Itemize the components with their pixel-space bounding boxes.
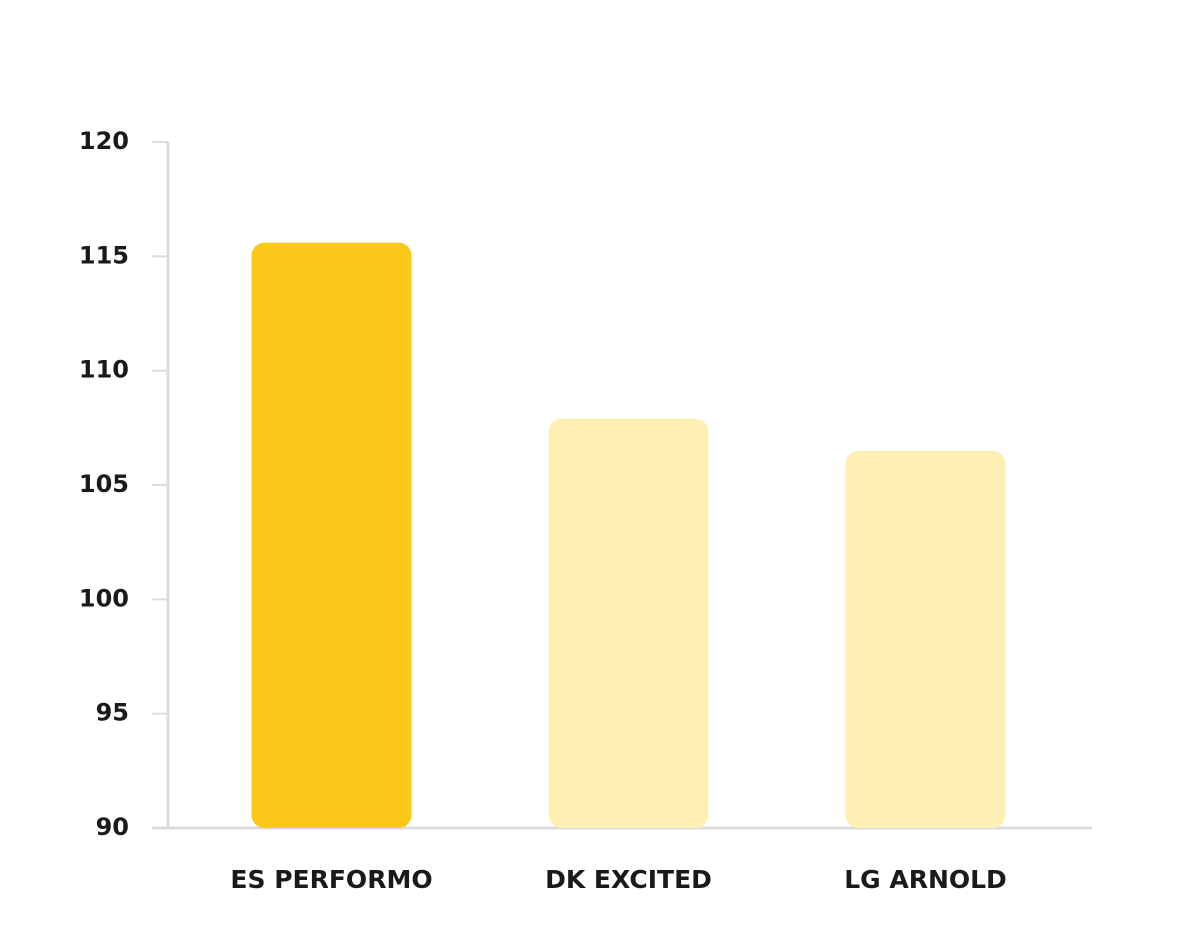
- y-tick-label: 90: [96, 813, 129, 841]
- bar: [251, 242, 412, 828]
- x-tick-label: ES PERFORMO: [230, 865, 432, 894]
- y-tick-label: 115: [79, 241, 129, 269]
- y-tick-label: 120: [79, 127, 129, 155]
- bar: [845, 450, 1006, 828]
- y-tick-label: 110: [79, 356, 129, 384]
- x-tick-label: DK EXCITED: [545, 865, 712, 894]
- y-tick-label: 95: [96, 699, 129, 727]
- y-tick-label: 105: [79, 470, 129, 498]
- x-tick-label: LG ARNOLD: [844, 865, 1007, 894]
- y-tick-label: 100: [79, 584, 129, 612]
- bar: [548, 418, 709, 828]
